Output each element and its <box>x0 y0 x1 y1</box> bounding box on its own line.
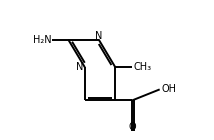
Text: O: O <box>128 122 136 132</box>
Text: OH: OH <box>161 84 176 94</box>
Text: N: N <box>95 31 102 41</box>
Text: H₂N: H₂N <box>33 34 52 45</box>
Text: N: N <box>76 62 83 72</box>
Text: CH₃: CH₃ <box>133 62 152 72</box>
